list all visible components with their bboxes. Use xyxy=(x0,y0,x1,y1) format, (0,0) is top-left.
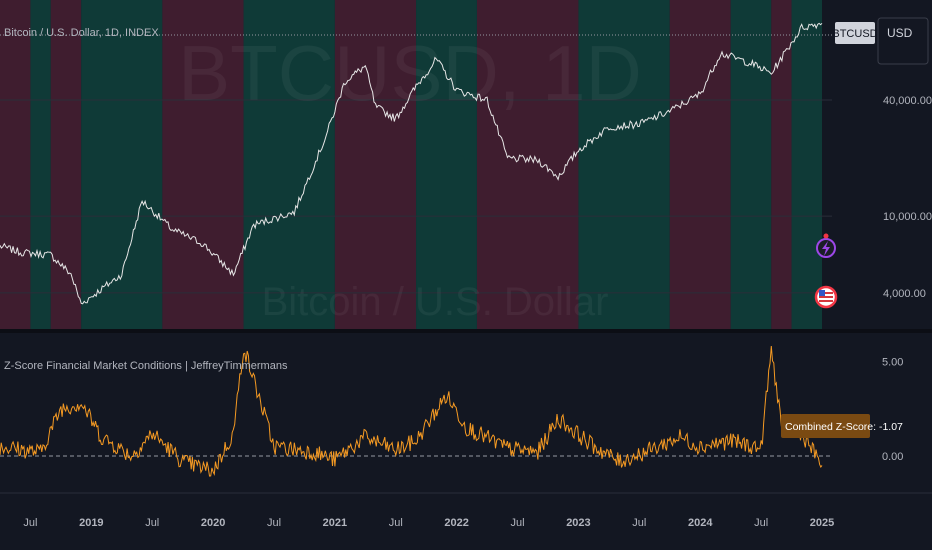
regime-band-bear xyxy=(669,0,731,329)
price-tick-label: 40,000.00 xyxy=(883,95,932,107)
time-tick-label: Jul xyxy=(389,517,403,529)
time-tick-label: 2022 xyxy=(444,517,468,529)
regime-band-bull xyxy=(81,0,163,329)
regime-band-bull xyxy=(730,0,772,329)
regime-band-bear xyxy=(0,0,31,329)
watermark-name: Bitcoin / U.S. Dollar xyxy=(262,280,609,324)
regime-band-bear xyxy=(476,0,579,329)
regime-band-bear xyxy=(334,0,417,329)
price-y-axis: 40,000.00 10,000.00 4,000.00 xyxy=(883,95,932,300)
price-line xyxy=(0,22,823,305)
watermark-symbol: BTCUSD, 1D xyxy=(178,29,642,117)
time-tick-label: 2024 xyxy=(688,517,713,529)
time-tick-label: Jul xyxy=(267,517,281,529)
time-axis: Jul 2019 Jul 2020 Jul 2021 Jul 2022 Jul 2023 Jul 20… xyxy=(0,492,932,529)
symbol-tag-label: BTCUSD xyxy=(832,28,877,40)
zscore-series xyxy=(0,345,832,477)
zscore-line xyxy=(0,345,823,477)
zscore-tick-label: 0.00 xyxy=(882,451,903,463)
time-tick-label: 2023 xyxy=(566,517,590,529)
zscore-tick-label: 5.00 xyxy=(882,356,903,368)
symbol-tag[interactable]: BTCUSD xyxy=(832,22,878,44)
time-tick-label: 2020 xyxy=(201,517,225,529)
time-tick-label: Jul xyxy=(145,517,159,529)
price-tick-label: 4,000.00 xyxy=(883,288,926,300)
zscore-y-axis: 5.00 0.00 xyxy=(882,356,903,463)
pane-separator xyxy=(0,329,932,333)
regime-band-bull xyxy=(791,0,822,329)
zscore-label-box xyxy=(781,414,870,438)
regime-band-bull xyxy=(30,0,51,329)
regime-band-bear xyxy=(50,0,82,329)
time-tick-label: Jul xyxy=(23,517,37,529)
us-flag-icon[interactable] xyxy=(814,285,838,309)
lightning-icon[interactable] xyxy=(816,233,836,258)
time-tick-label: 2019 xyxy=(79,517,103,529)
zscore-label-text: Combined Z-Score: -1.07 xyxy=(785,421,903,433)
regime-band-bull xyxy=(416,0,477,329)
time-tick-label: 2025 xyxy=(810,517,834,529)
symbol-title[interactable]: Bitcoin / U.S. Dollar, 1D, INDEX xyxy=(4,27,159,39)
currency-button[interactable]: USD xyxy=(877,17,929,65)
regime-band-bull xyxy=(578,0,670,329)
price-series xyxy=(0,22,823,305)
time-tick-label: 2021 xyxy=(323,517,347,529)
time-tick-label: Jul xyxy=(632,517,646,529)
regime-band-bull xyxy=(243,0,335,329)
indicator-title[interactable]: Z-Score Financial Market Conditions | Je… xyxy=(4,360,288,372)
time-tick-label: Jul xyxy=(511,517,525,529)
time-tick-label: Jul xyxy=(754,517,768,529)
price-tick-label: 10,000.00 xyxy=(883,211,932,223)
currency-label: USD xyxy=(887,26,913,40)
regime-band-bear xyxy=(771,0,792,329)
zscore-last-label: Combined Z-Score: -1.07 xyxy=(781,414,903,438)
